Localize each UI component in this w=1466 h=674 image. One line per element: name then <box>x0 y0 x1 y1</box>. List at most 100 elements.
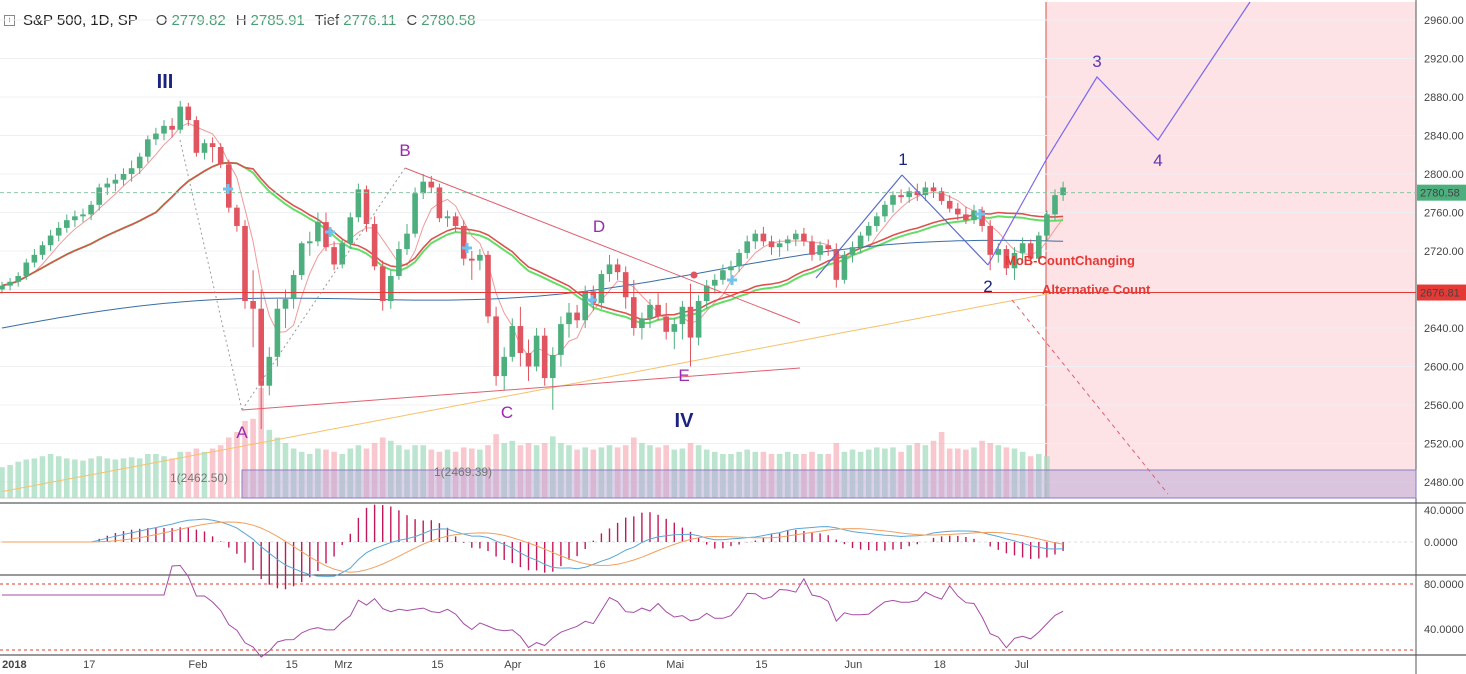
candle-body <box>663 316 669 332</box>
candle-body <box>209 143 216 148</box>
candle-body <box>153 133 159 140</box>
candle-body <box>582 291 588 321</box>
candle-body <box>177 106 183 130</box>
volume-bar <box>39 456 46 498</box>
candle-body <box>55 227 62 236</box>
price-tick-label: 2560.00 <box>1424 400 1464 412</box>
candle-body <box>23 262 30 276</box>
candle-body <box>242 225 248 302</box>
candle-body <box>39 245 46 255</box>
candle-body <box>347 217 354 244</box>
volume-bar <box>631 437 637 498</box>
candle-body <box>809 241 815 255</box>
volume-bar <box>15 461 21 498</box>
candle-body <box>145 139 151 157</box>
wave-label: III <box>157 71 174 93</box>
alternative-count-path <box>1011 299 1169 495</box>
volume-bar <box>379 437 386 498</box>
price-tick-label: 2840.00 <box>1424 130 1464 142</box>
wave-label: 4 <box>1153 151 1162 170</box>
x-tick-label: 17 <box>83 659 95 671</box>
rsi-line <box>2 564 1064 658</box>
candle-body <box>72 216 78 221</box>
volume-bar <box>80 460 86 498</box>
candle-body <box>31 254 38 263</box>
wave-label: C <box>501 403 513 422</box>
rsi-tick-label: 80.0000 <box>1424 579 1464 591</box>
candle-body <box>979 210 985 226</box>
price-marker-label: 2676.81 <box>1420 288 1460 300</box>
candle-body <box>185 106 192 121</box>
candle-body <box>606 264 613 275</box>
volume-bar <box>31 458 38 498</box>
wave-path-2 <box>901 174 989 266</box>
wave-path-dotted <box>241 167 406 411</box>
target-zone-box <box>241 469 1417 499</box>
candle-body <box>744 241 750 253</box>
candle-body <box>784 239 791 244</box>
cross-marker <box>325 227 335 237</box>
candle-body <box>517 326 524 353</box>
candle-body <box>282 299 289 309</box>
candle-body <box>695 301 702 338</box>
wave-label: A <box>236 423 248 442</box>
candle-body <box>906 191 912 198</box>
candle-body <box>258 308 264 386</box>
x-tick-label: 2018 <box>2 659 26 671</box>
volume-bar <box>234 432 240 498</box>
candle-body <box>614 264 621 273</box>
candle-body <box>509 326 516 357</box>
candle-body <box>428 181 435 188</box>
volume-bar <box>88 458 94 498</box>
volume-bar <box>0 467 5 498</box>
candle-body <box>1044 214 1050 236</box>
volume-bar <box>226 437 232 498</box>
candle-body <box>971 210 977 221</box>
x-tick-label: 15 <box>431 659 443 671</box>
candle-body <box>768 241 775 248</box>
volume-bar <box>209 448 216 498</box>
candle-body <box>161 125 167 134</box>
candle-body <box>88 204 94 215</box>
candle-body <box>47 235 54 246</box>
price-tick-label: 2880.00 <box>1424 92 1464 104</box>
macd-tick-label: 0.0000 <box>1424 537 1458 549</box>
candle-body <box>274 308 281 357</box>
candle-body <box>469 258 475 261</box>
forecast-zone <box>1046 2 1416 498</box>
volume-bar <box>169 458 175 498</box>
candle-body <box>307 241 313 244</box>
candle-body <box>460 225 467 259</box>
candle-body <box>1027 243 1034 259</box>
candle-body <box>15 275 21 282</box>
candle-body <box>420 181 426 194</box>
candle-body <box>566 312 572 325</box>
candle-body <box>1052 195 1058 215</box>
volume-bar <box>979 440 985 498</box>
candle-body <box>355 189 362 218</box>
candle-body <box>671 324 678 332</box>
candle-body <box>112 179 119 184</box>
candle-body <box>266 356 273 386</box>
candle-body <box>760 233 767 242</box>
volume-bar <box>185 451 192 498</box>
candle-body <box>857 235 864 248</box>
candle-body <box>841 254 848 280</box>
wave-label: B <box>399 141 410 160</box>
volume-bar <box>128 457 135 498</box>
candle-body <box>874 216 880 226</box>
candle-body <box>7 281 13 286</box>
wave-label: IV <box>675 410 695 432</box>
candle-body <box>631 297 637 328</box>
candle-body <box>598 274 605 303</box>
volume-bar <box>120 458 127 498</box>
candle-body <box>793 233 799 240</box>
price-tick-label: 2480.00 <box>1424 477 1464 489</box>
price-tick-label: 2760.00 <box>1424 207 1464 219</box>
candle-body <box>655 304 661 317</box>
volume-bar <box>153 454 159 498</box>
candle-body <box>849 247 856 255</box>
candle-body <box>995 249 1002 255</box>
candle-body <box>882 204 888 217</box>
